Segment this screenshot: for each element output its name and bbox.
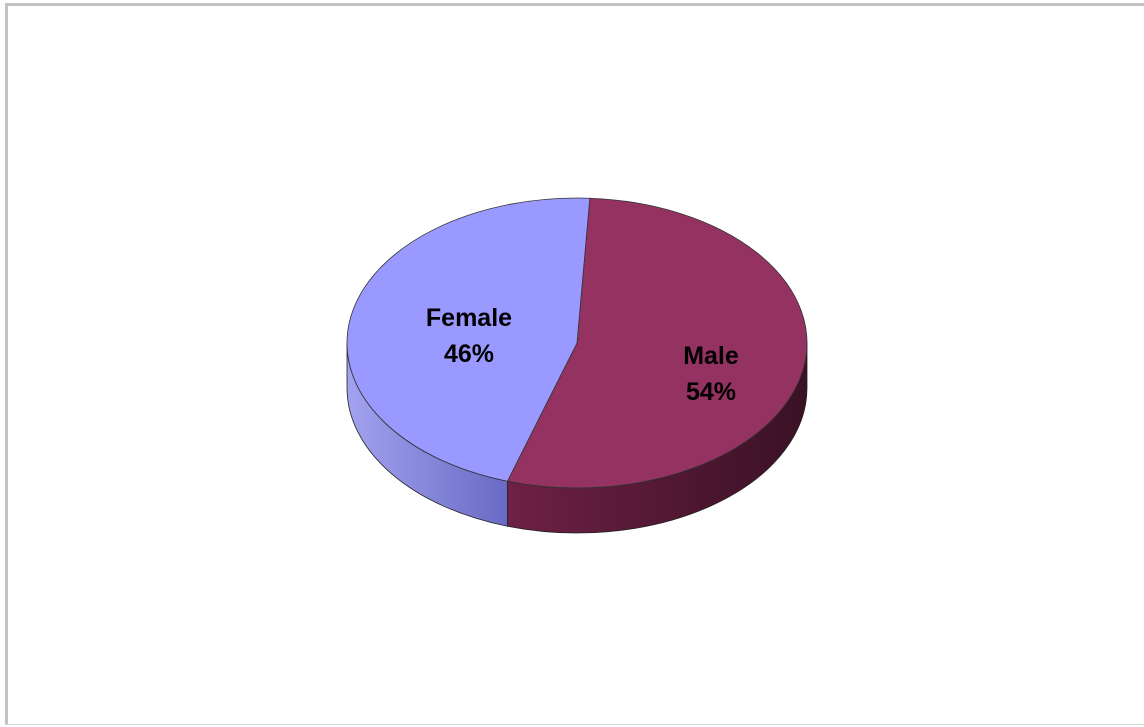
pie-slice-female <box>346 197 591 482</box>
slice-value-male: 54% <box>686 378 736 406</box>
pie-label-layer: Male 54% Female 46% <box>426 304 739 406</box>
slice-value-female: 46% <box>444 340 494 368</box>
slice-label-male: Male <box>683 342 739 370</box>
pie-top-layer <box>346 197 808 489</box>
slice-label-female: Female <box>426 304 512 332</box>
pie-slice-male <box>506 197 808 489</box>
